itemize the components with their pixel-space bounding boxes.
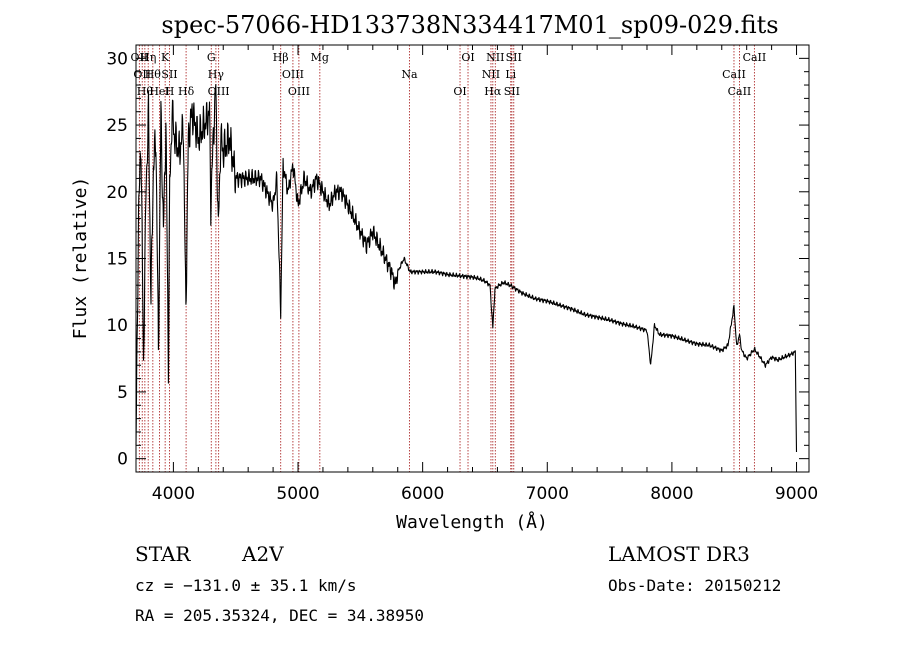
marker-label: Hθ: [137, 85, 154, 98]
y-axis-ticks: 0 5 10 15 20 25 30: [106, 49, 809, 470]
marker-label: NII: [482, 68, 500, 81]
marker-label: Hα: [484, 85, 502, 98]
x-tick-label: 5000: [276, 484, 319, 504]
marker-label: Li: [505, 68, 516, 81]
marker-label: Hθ: [145, 68, 162, 81]
marker-label: OI: [453, 85, 466, 98]
marker-label: H: [165, 85, 175, 98]
marker-label: OI: [461, 51, 474, 64]
object-class: STAR: [135, 542, 191, 566]
marker-label: G: [207, 51, 216, 64]
x-tick-label: 7000: [526, 484, 569, 504]
x-axis-label: Wavelength (Å): [396, 511, 548, 533]
x-axis-ticks: 4000 5000 6000 7000 8000 9000: [152, 45, 818, 504]
marker-label: Mg: [311, 51, 329, 64]
marker-label: SII: [504, 85, 520, 98]
marker-label: OIII: [288, 85, 310, 98]
marker-label: CaII: [728, 85, 752, 98]
y-tick-label: 5: [117, 383, 128, 403]
x-tick-label: 6000: [401, 484, 444, 504]
spectrum-line: [135, 83, 798, 453]
observation-date: Obs-Date: 20150212: [608, 576, 781, 595]
coordinates: RA = 205.35324, DEC = 34.38950: [135, 606, 424, 625]
x-tick-label: 4000: [152, 484, 195, 504]
marker-label: OIII: [208, 85, 230, 98]
marker-label: OIII: [282, 68, 304, 81]
marker-label: HeI: [149, 85, 169, 98]
marker-label: NII: [486, 51, 504, 64]
marker-label: K: [161, 51, 170, 64]
y-tick-label: 15: [106, 250, 128, 270]
marker-label: Hγ: [208, 68, 225, 81]
y-axis-label: Flux (relative): [70, 177, 91, 340]
y-tick-label: 10: [106, 316, 128, 336]
y-tick-label: 20: [106, 183, 128, 203]
marker-label: Hδ: [178, 85, 195, 98]
marker-label: OII: [131, 51, 149, 64]
marker-label: Hη: [140, 51, 156, 64]
marker-label: CaII: [722, 68, 746, 81]
y-tick-label: 25: [106, 116, 128, 136]
object-subclass: A2V: [241, 542, 284, 566]
marker-label: Na: [401, 68, 418, 81]
x-tick-label: 8000: [650, 484, 693, 504]
marker-label: CaII: [743, 51, 767, 64]
chart-title: spec-57066-HD133738N334417M01_sp09-029.f…: [161, 11, 778, 39]
marker-lines: [138, 45, 755, 472]
marker-label: SII: [161, 68, 177, 81]
plot-frame: [135, 44, 810, 473]
marker-label: SII: [506, 51, 522, 64]
survey-name: LAMOST DR3: [608, 542, 750, 566]
y-tick-label: 0: [117, 450, 128, 470]
redshift-velocity: cz = −131.0 ± 35.1 km/s: [135, 576, 357, 595]
marker-label: Hβ: [273, 51, 289, 64]
x-tick-label: 9000: [775, 484, 818, 504]
y-tick-label: 30: [106, 49, 128, 69]
